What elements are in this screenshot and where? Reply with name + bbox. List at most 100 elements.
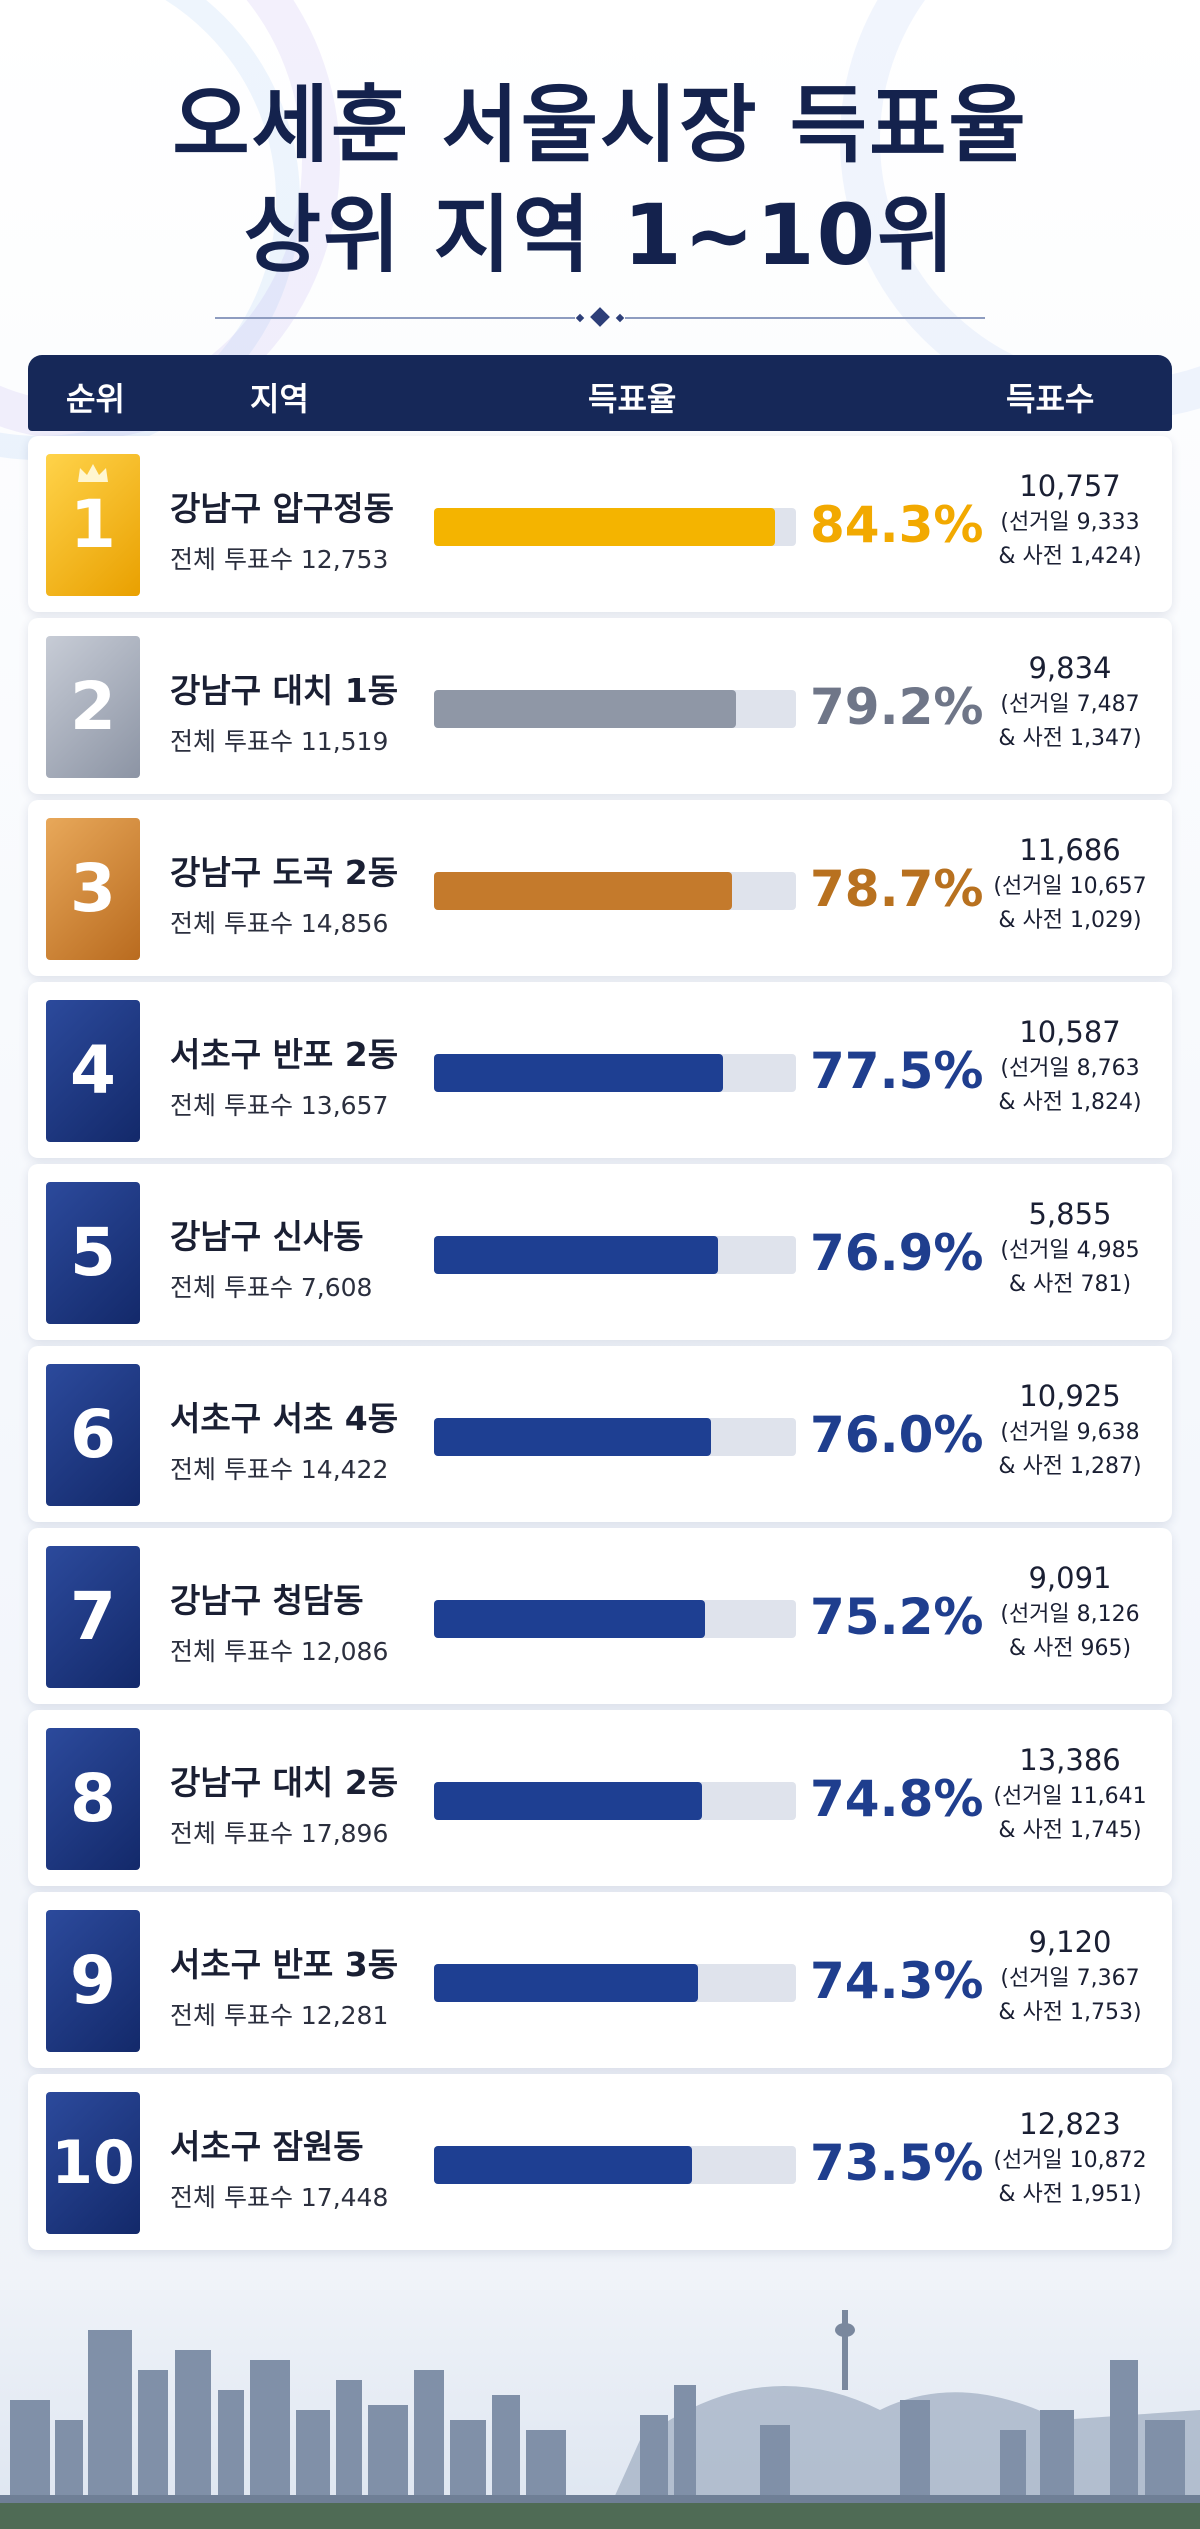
seoul-skyline-illustration (0, 2290, 1200, 2529)
rate-bar (434, 1964, 698, 2002)
rate-bar (434, 508, 775, 546)
rate-bar-track (434, 1054, 796, 1092)
total-votes: 전체 투표수 11,519 (170, 727, 389, 756)
page-title: 오세훈 서울시장 득표율 상위 지역 1~10위 (0, 70, 1200, 290)
total-votes: 전체 투표수 17,448 (170, 2183, 389, 2212)
diamond-icon (590, 307, 610, 327)
region-name: 강남구 신사동 (170, 1217, 364, 1256)
rank-badge: 2 (46, 636, 140, 778)
vote-breakdown-early: & 사전 1,287) (998, 1454, 1142, 1479)
rate-bar (434, 1600, 705, 1638)
vote-count: 9,120 (선거일 7,367 & 사전 1,753) (978, 1922, 1162, 2030)
total-votes: 전체 투표수 17,896 (170, 1819, 389, 1848)
vote-count: 9,834 (선거일 7,487 & 사전 1,347) (978, 648, 1162, 756)
vote-breakdown-election-day: (선거일 4,985 (1000, 1238, 1140, 1263)
title-line-1: 오세훈 서울시장 득표율 (172, 76, 1028, 174)
rate-bar-track (434, 1964, 796, 2002)
rate-bar-track (434, 872, 796, 910)
rate-label: 76.9% (810, 1224, 984, 1282)
vote-breakdown-election-day: (선거일 7,487 (1000, 692, 1140, 717)
vote-breakdown-early: & 사전 1,745) (998, 1818, 1142, 1843)
vote-total: 10,757 (1019, 469, 1121, 503)
region-name: 강남구 대치 1동 (170, 671, 399, 710)
rank-badge: 8 (46, 1728, 140, 1870)
title-divider (215, 307, 985, 327)
rate-bar-track (434, 2146, 796, 2184)
total-votes: 전체 투표수 12,281 (170, 2001, 389, 2030)
rate-label: 73.5% (810, 2134, 984, 2192)
table-row: 9 서초구 반포 3동 전체 투표수 12,281 74.3% 9,120 (선거일 7,… (28, 1892, 1172, 2068)
rank-number: 8 (70, 1760, 116, 1837)
rank-badge: 3 (46, 818, 140, 960)
vote-breakdown-early: & 사전 1,951) (998, 2182, 1142, 2207)
header-region: 지역 (250, 380, 309, 418)
rank-number: 7 (70, 1578, 116, 1655)
rank-number: 3 (70, 850, 116, 927)
region-name: 강남구 청담동 (170, 1581, 364, 1620)
header-rate: 득표율 (588, 380, 677, 418)
table-row: 6 서초구 서초 4동 전체 투표수 14,422 76.0% 10,925 (선거일 9… (28, 1346, 1172, 1522)
rank-number: 4 (70, 1032, 116, 1109)
vote-breakdown-early: & 사전 1,753) (998, 2000, 1142, 2025)
vote-count: 10,757 (선거일 9,333 & 사전 1,424) (978, 466, 1162, 574)
rank-badge: 9 (46, 1910, 140, 2052)
vote-breakdown-early: & 사전 1,824) (998, 1090, 1142, 1115)
rate-label: 75.2% (810, 1588, 984, 1646)
rank-badge: 7 (46, 1546, 140, 1688)
vote-breakdown-election-day: (선거일 7,367 (1000, 1966, 1140, 1991)
total-votes: 전체 투표수 13,657 (170, 1091, 389, 1120)
rate-label: 78.7% (810, 860, 984, 918)
total-votes: 전체 투표수 14,856 (170, 909, 389, 938)
rank-badge: 4 (46, 1000, 140, 1142)
rate-label: 74.8% (810, 1770, 984, 1828)
rate-bar (434, 872, 732, 910)
rate-bar (434, 1418, 711, 1456)
total-votes: 전체 투표수 14,422 (170, 1455, 389, 1484)
vote-count: 9,091 (선거일 8,126 & 사전 965) (978, 1558, 1162, 1666)
vote-breakdown-election-day: (선거일 9,638 (1000, 1420, 1140, 1445)
vote-count: 10,587 (선거일 8,763 & 사전 1,824) (978, 1012, 1162, 1120)
region-name: 강남구 대치 2동 (170, 1763, 399, 1802)
rank-number: 10 (51, 2128, 135, 2198)
table-row: 8 강남구 대치 2동 전체 투표수 17,896 74.8% 13,386 (선거일 1… (28, 1710, 1172, 1886)
vote-breakdown-early: & 사전 781) (1008, 1272, 1132, 1297)
region-name: 서초구 잠원동 (170, 2127, 364, 2166)
total-votes: 전체 투표수 7,608 (170, 1273, 373, 1302)
rank-number: 5 (70, 1214, 116, 1291)
vote-breakdown-early: & 사전 965) (1008, 1636, 1132, 1661)
rate-bar (434, 1054, 723, 1092)
rank-number: 6 (70, 1396, 116, 1473)
rank-badge: 10 (46, 2092, 140, 2234)
table-row: 1 강남구 압구정동 전체 투표수 12,753 84.3% 10,757 (선거일 9,… (28, 436, 1172, 612)
vote-total: 13,386 (1019, 1743, 1121, 1777)
rate-bar (434, 1236, 718, 1274)
vote-breakdown-election-day: (선거일 8,763 (1000, 1056, 1140, 1081)
table-row: 3 강남구 도곡 2동 전체 투표수 14,856 78.7% 11,686 (선거일 1… (28, 800, 1172, 976)
header-rank: 순위 (66, 380, 125, 418)
vote-breakdown-election-day: (선거일 10,657 (993, 874, 1147, 899)
region-name: 서초구 반포 2동 (170, 1035, 399, 1074)
vote-count: 12,823 (선거일 10,872 & 사전 1,951) (978, 2104, 1162, 2212)
rate-label: 76.0% (810, 1406, 984, 1464)
rank-badge: 6 (46, 1364, 140, 1506)
region-name: 강남구 압구정동 (170, 489, 395, 528)
rate-bar (434, 690, 736, 728)
rate-bar-track (434, 1600, 796, 1638)
region-name: 서초구 서초 4동 (170, 1399, 399, 1438)
vote-total: 9,120 (1028, 1925, 1112, 1959)
vote-breakdown-early: & 사전 1,424) (998, 544, 1142, 569)
rate-label: 79.2% (810, 678, 984, 736)
crown-icon (78, 464, 108, 482)
rate-bar-track (434, 1236, 796, 1274)
vote-total: 5,855 (1028, 1197, 1112, 1231)
rate-bar (434, 2146, 692, 2184)
vote-total: 10,587 (1019, 1015, 1121, 1049)
rate-bar-track (434, 690, 796, 728)
rate-bar-track (434, 1782, 796, 1820)
table-header: 순위 지역 득표율 득표수 (28, 355, 1172, 431)
total-votes: 전체 투표수 12,086 (170, 1637, 389, 1666)
